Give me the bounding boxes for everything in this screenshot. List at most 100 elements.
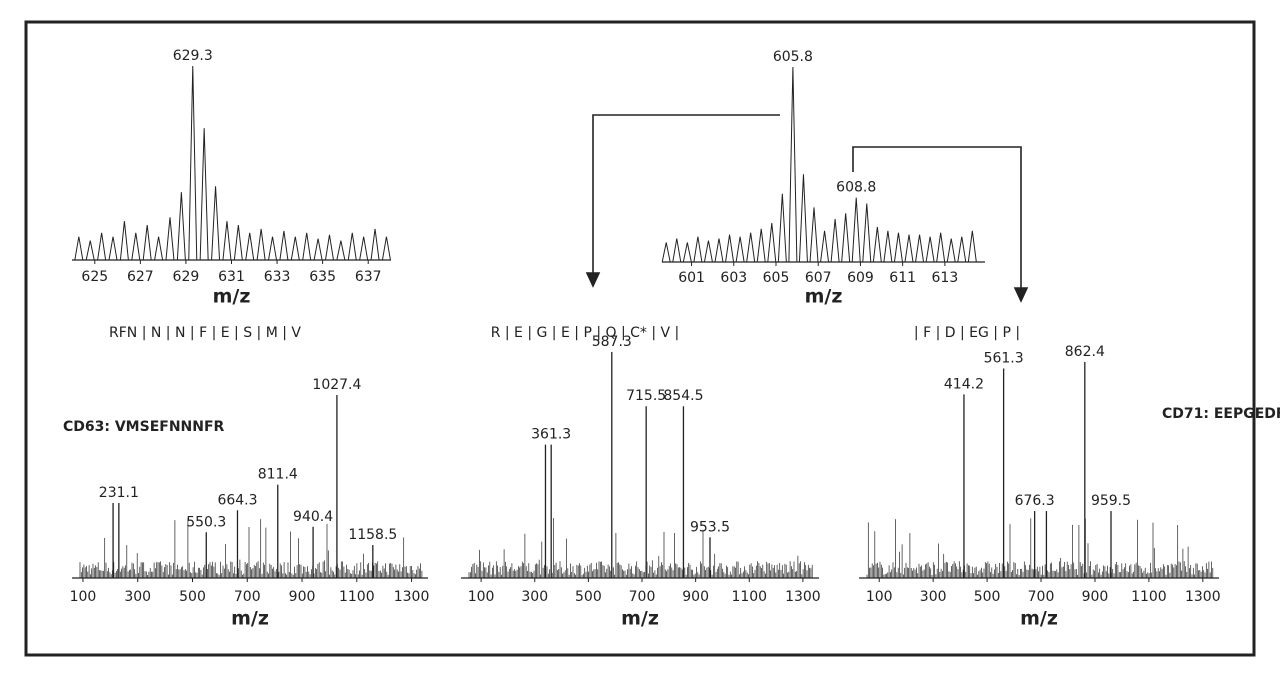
arrow-head bbox=[1013, 287, 1029, 303]
x-axis-label: m/z bbox=[213, 286, 251, 308]
peak bbox=[119, 221, 129, 261]
x-tick-label: 100 bbox=[468, 589, 495, 605]
peak bbox=[957, 236, 967, 263]
peak bbox=[222, 221, 232, 261]
x-axis-label: m/z bbox=[621, 608, 659, 630]
peak bbox=[893, 232, 903, 263]
x-tick-label: 900 bbox=[289, 589, 316, 605]
peak bbox=[756, 228, 766, 263]
peak bbox=[108, 236, 118, 261]
peak bbox=[211, 186, 221, 261]
peak-label: 414.2 bbox=[944, 376, 984, 392]
x-tick-label: 607 bbox=[805, 270, 832, 286]
noise bbox=[866, 518, 1214, 578]
peak-label: 811.4 bbox=[258, 467, 298, 483]
peak-label: 664.3 bbox=[217, 492, 257, 508]
x-tick-label: 637 bbox=[355, 269, 382, 285]
sequence: | F | D | EG | P | bbox=[914, 325, 1020, 341]
x-tick-label: 900 bbox=[1082, 589, 1109, 605]
x-tick-label: 1100 bbox=[731, 589, 767, 605]
peak bbox=[820, 230, 830, 263]
peak bbox=[767, 222, 777, 263]
peak bbox=[672, 238, 682, 263]
peak bbox=[925, 236, 935, 263]
peak bbox=[809, 207, 819, 263]
x-tick-label: 700 bbox=[1028, 589, 1055, 605]
arrow-head bbox=[585, 272, 601, 288]
peak bbox=[85, 240, 95, 261]
peak bbox=[336, 240, 346, 261]
x-tick-label: 603 bbox=[720, 270, 747, 286]
arrows bbox=[585, 114, 1029, 303]
x-tick-label: 300 bbox=[124, 589, 151, 605]
peak-label: 1027.4 bbox=[312, 377, 361, 393]
peak bbox=[661, 242, 671, 263]
peak bbox=[199, 128, 209, 261]
peak-label: 959.5 bbox=[1091, 493, 1131, 509]
peak bbox=[788, 66, 798, 263]
peak bbox=[883, 230, 893, 263]
peak bbox=[74, 236, 84, 261]
peak bbox=[851, 197, 861, 263]
peptide: CD71: EEPGEDFPAAR bbox=[1162, 406, 1280, 422]
peak bbox=[915, 234, 925, 263]
peak bbox=[682, 242, 692, 263]
x-tick-label: 635 bbox=[309, 269, 336, 285]
peak bbox=[347, 232, 357, 261]
peak bbox=[359, 236, 369, 261]
x-tick-label: 611 bbox=[889, 270, 916, 286]
peak-label: 940.4 bbox=[293, 509, 333, 525]
peak bbox=[735, 236, 745, 263]
x-tick-label: 627 bbox=[127, 269, 154, 285]
peak bbox=[725, 234, 735, 263]
peak bbox=[324, 234, 334, 261]
peak-label: 550.3 bbox=[186, 514, 226, 530]
peak bbox=[830, 219, 840, 263]
peak-label: 231.1 bbox=[99, 485, 139, 501]
x-tick-label: 100 bbox=[866, 589, 893, 605]
peak bbox=[131, 232, 141, 261]
x-tick-label: 1300 bbox=[1185, 589, 1221, 605]
x-tick-label: 500 bbox=[179, 589, 206, 605]
peak bbox=[746, 232, 756, 263]
x-tick-label: 631 bbox=[218, 269, 245, 285]
peak-label: 676.3 bbox=[1015, 493, 1055, 509]
x-tick-label: 300 bbox=[920, 589, 947, 605]
peak bbox=[97, 232, 107, 261]
peak bbox=[188, 65, 198, 261]
peak bbox=[176, 192, 186, 261]
peak-label: 1158.5 bbox=[348, 527, 397, 543]
peak bbox=[268, 236, 278, 261]
x-tick-label: 700 bbox=[234, 589, 261, 605]
x-tick-label: 605 bbox=[763, 270, 790, 286]
peak bbox=[967, 230, 977, 263]
peak bbox=[777, 193, 787, 263]
peak bbox=[279, 230, 289, 261]
peak-label: 629.3 bbox=[173, 48, 213, 64]
peak-label: 361.3 bbox=[531, 427, 571, 443]
peak bbox=[313, 238, 323, 261]
peak bbox=[714, 238, 724, 263]
peak-label: 854.5 bbox=[663, 388, 703, 404]
frame bbox=[24, 20, 1256, 657]
peak bbox=[904, 234, 914, 263]
x-tick-label: 609 bbox=[847, 270, 874, 286]
sequence: R | E | G | E | P | Q | C* | V | bbox=[491, 325, 680, 341]
x-tick-label: 633 bbox=[264, 269, 291, 285]
peak bbox=[841, 213, 851, 263]
peak bbox=[370, 228, 380, 261]
x-tick-label: 1300 bbox=[394, 589, 430, 605]
peak-label: 953.5 bbox=[690, 519, 730, 535]
peak bbox=[154, 236, 164, 261]
peak-label: 862.4 bbox=[1065, 344, 1105, 360]
peak bbox=[245, 232, 255, 261]
x-axis-label: m/z bbox=[805, 286, 843, 308]
peak bbox=[798, 174, 808, 263]
peak-label: 608.8 bbox=[836, 180, 876, 196]
peak bbox=[381, 236, 391, 261]
peak bbox=[290, 236, 300, 261]
x-tick-label: 300 bbox=[521, 589, 548, 605]
x-tick-label: 625 bbox=[81, 269, 108, 285]
x-tick-label: 900 bbox=[682, 589, 709, 605]
